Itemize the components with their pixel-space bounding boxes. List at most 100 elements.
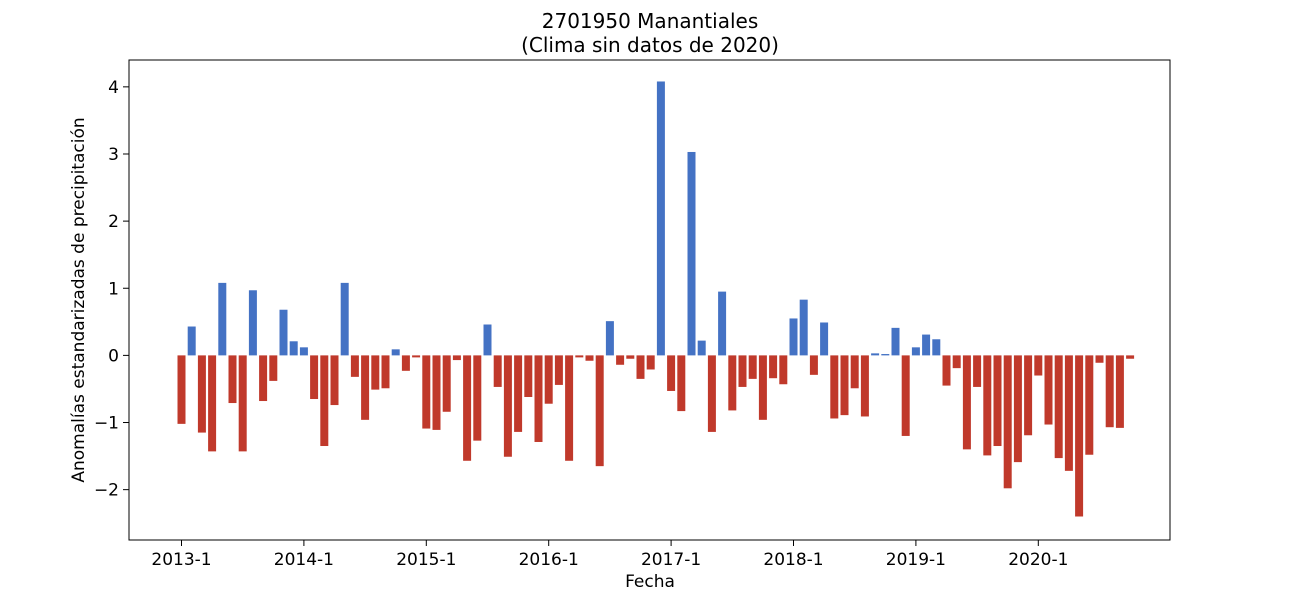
- bar: [350, 355, 359, 377]
- bar: [554, 355, 563, 385]
- bar: [779, 355, 788, 385]
- bar: [493, 355, 502, 387]
- bar: [595, 355, 604, 467]
- bar: [616, 355, 625, 365]
- bar: [197, 355, 206, 433]
- bar: [626, 355, 635, 359]
- bar: [279, 309, 288, 356]
- x-tick-label: 2017-1: [641, 550, 701, 570]
- x-tick-label: 2013-1: [151, 550, 211, 570]
- bar: [769, 355, 778, 379]
- bar: [871, 353, 880, 356]
- bar: [310, 355, 319, 400]
- bar: [1013, 355, 1022, 463]
- bar: [677, 355, 686, 412]
- bar: [901, 355, 910, 436]
- bar: [667, 355, 676, 391]
- y-tick-label: −2: [94, 481, 119, 501]
- y-tick-label: 3: [108, 145, 119, 165]
- bar: [289, 341, 298, 356]
- bar: [544, 355, 553, 404]
- bar: [177, 355, 186, 424]
- bar: [962, 355, 971, 450]
- bar: [1044, 355, 1053, 425]
- bar: [799, 299, 808, 356]
- bar: [809, 355, 818, 375]
- bar: [524, 355, 533, 397]
- bar: [503, 355, 512, 457]
- bar: [707, 355, 716, 432]
- bar: [361, 355, 370, 420]
- bar: [952, 355, 961, 369]
- bar: [1024, 355, 1033, 436]
- bar: [728, 355, 737, 411]
- bar: [636, 355, 645, 379]
- bar: [1115, 355, 1124, 428]
- bar: [881, 354, 890, 356]
- bar: [391, 349, 400, 356]
- bar: [575, 355, 584, 358]
- bar: [534, 355, 543, 442]
- bar: [932, 339, 941, 356]
- bar: [473, 355, 482, 441]
- bar: [1095, 355, 1104, 363]
- bar: [922, 334, 931, 356]
- bar: [789, 318, 798, 356]
- bar: [248, 290, 257, 356]
- bar: [442, 355, 451, 412]
- bar: [238, 355, 247, 452]
- bar: [208, 355, 217, 452]
- bar: [942, 355, 951, 386]
- bar: [483, 324, 492, 356]
- bar: [1085, 355, 1094, 455]
- bar: [697, 340, 706, 356]
- x-tick-label: 2015-1: [396, 550, 456, 570]
- bar: [330, 355, 339, 406]
- bar: [412, 355, 421, 358]
- chart-title: 2701950 Manantiales: [542, 9, 758, 33]
- bar: [1054, 355, 1063, 459]
- bar: [646, 355, 655, 370]
- bar: [605, 321, 614, 356]
- bar: [840, 355, 849, 416]
- bar: [820, 322, 829, 356]
- x-tick-label: 2019-1: [886, 550, 946, 570]
- bar: [381, 355, 390, 389]
- bar: [228, 355, 237, 404]
- bar: [738, 355, 747, 387]
- bar: [432, 355, 441, 430]
- bar: [850, 355, 859, 389]
- x-axis-label: Fecha: [625, 572, 675, 592]
- y-tick-label: −1: [94, 414, 119, 434]
- bar: [911, 347, 920, 356]
- x-tick-label: 2014-1: [274, 550, 334, 570]
- x-tick-label: 2018-1: [763, 550, 823, 570]
- x-tick-label: 2020-1: [1008, 550, 1068, 570]
- bar: [973, 355, 982, 387]
- bar: [422, 355, 431, 429]
- bar: [1003, 355, 1012, 489]
- bar: [718, 291, 727, 356]
- bar: [656, 81, 665, 356]
- bar: [1064, 355, 1073, 471]
- bar: [1075, 355, 1084, 517]
- y-tick-label: 2: [108, 212, 119, 232]
- y-axis-label: Anomalías estandarizadas de precipitació…: [69, 117, 89, 482]
- bar: [259, 355, 268, 402]
- x-tick-label: 2016-1: [519, 550, 579, 570]
- bar: [320, 355, 329, 447]
- bars-group: [177, 81, 1135, 517]
- x-axis-ticks: 2013-1 2014-1 2015-1 2016-1 2017-1 2018-1 2019…: [151, 540, 1068, 570]
- bar: [565, 355, 574, 461]
- y-tick-label: 4: [108, 78, 119, 98]
- bar: [758, 355, 767, 420]
- bar: [1105, 355, 1114, 428]
- bar: [983, 355, 992, 456]
- y-tick-label: 1: [108, 279, 119, 299]
- bar: [585, 355, 594, 361]
- y-tick-label: 0: [108, 346, 119, 366]
- bar: [269, 355, 278, 381]
- bar: [993, 355, 1002, 447]
